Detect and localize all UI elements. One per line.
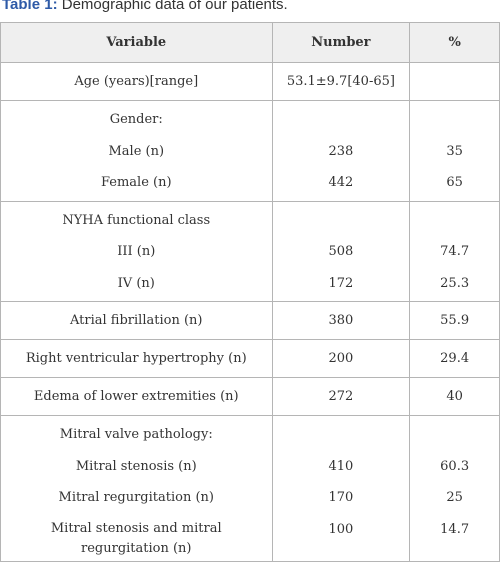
table-caption: Table 1: Demographic data of our patient…: [2, 0, 288, 18]
cell-percent: [409, 62, 500, 101]
item-percent: 74.7: [440, 244, 470, 259]
cell-variable: Gender: Male (n) Female (n): [0, 100, 273, 202]
cell-variable: Age (years)[range]: [0, 62, 273, 101]
item-label: Mitral stenosis and mitral regurgitation…: [50, 520, 222, 556]
cell-number: 410 170 100: [271, 415, 411, 562]
item-percent: 14.7: [440, 521, 470, 537]
table-row-nyha: NYHA functional class III (n) IV (n) 508…: [0, 200, 500, 302]
item-percent: 35: [446, 143, 463, 159]
group-title: NYHA functional class: [62, 212, 211, 228]
table-row-age: Age (years)[range] 53.1±9.7[40-65]: [0, 62, 500, 101]
table-row-gender: Gender: Male (n) Female (n) 238 442 35 6…: [0, 100, 500, 202]
header-percent: %: [409, 22, 500, 63]
item-label: IV (n): [117, 275, 155, 291]
cell-percent: 55.9: [409, 301, 500, 340]
table-caption-text: Demographic data of our patients.: [61, 0, 288, 13]
header-number: Number: [271, 22, 411, 63]
cell-variable: Edema of lower extremities (n): [0, 377, 273, 416]
item-label: Female (n): [100, 175, 172, 190]
cell-variable: Atrial fibrillation (n): [0, 301, 273, 340]
item-number: 410: [328, 458, 354, 474]
cell-number: 272: [271, 377, 411, 416]
table-row-atrial-fibrillation: Atrial fibrillation (n) 380 55.9: [0, 301, 500, 340]
table-header-row: Variable Number %: [0, 22, 500, 63]
item-percent: 65: [446, 175, 463, 190]
cell-percent: 29.4: [409, 339, 500, 378]
cell-number: 380: [271, 301, 411, 340]
cell-number: 238 442: [271, 100, 411, 202]
cell-number: 53.1±9.7[40-65]: [271, 62, 411, 101]
cell-percent: 35 65: [409, 100, 500, 202]
item-percent: 60.3: [440, 458, 470, 474]
cell-number: 508 172: [271, 200, 411, 302]
header-variable: Variable: [0, 22, 273, 63]
cell-percent: 74.7 25.3: [409, 200, 500, 302]
cell-variable: NYHA functional class III (n) IV (n): [0, 200, 273, 302]
item-number: 170: [328, 490, 354, 505]
item-label: Mitral stenosis (n): [75, 458, 197, 474]
item-percent: 25: [446, 490, 463, 505]
table-row-mitral: Mitral valve pathology: Mitral stenosis …: [0, 415, 500, 562]
item-label: Mitral regurgitation (n): [58, 490, 214, 505]
item-percent: 25.3: [440, 275, 470, 291]
cell-percent: 40: [409, 377, 500, 416]
table-row-rv-hypertrophy: Right ventricular hypertrophy (n) 200 29…: [0, 339, 500, 378]
cell-variable: Mitral valve pathology: Mitral stenosis …: [0, 415, 273, 562]
item-label: Male (n): [108, 143, 165, 159]
table-row-edema: Edema of lower extremities (n) 272 40: [0, 377, 500, 416]
cell-variable: Right ventricular hypertrophy (n): [0, 339, 273, 378]
cell-number: 200: [271, 339, 411, 378]
table-caption-label: Table 1:: [2, 0, 58, 13]
item-label: III (n): [117, 244, 156, 259]
item-number: 100: [328, 521, 354, 537]
item-number: 508: [328, 244, 354, 259]
group-title: Gender:: [109, 112, 163, 127]
item-number: 238: [328, 143, 354, 159]
item-number: 442: [328, 175, 354, 190]
cell-percent: 60.3 25 14.7: [409, 415, 500, 562]
demographic-table: Variable Number % Age (years)[range] 53.…: [0, 22, 500, 562]
group-title: Mitral valve pathology:: [59, 427, 213, 442]
item-number: 172: [328, 275, 354, 291]
